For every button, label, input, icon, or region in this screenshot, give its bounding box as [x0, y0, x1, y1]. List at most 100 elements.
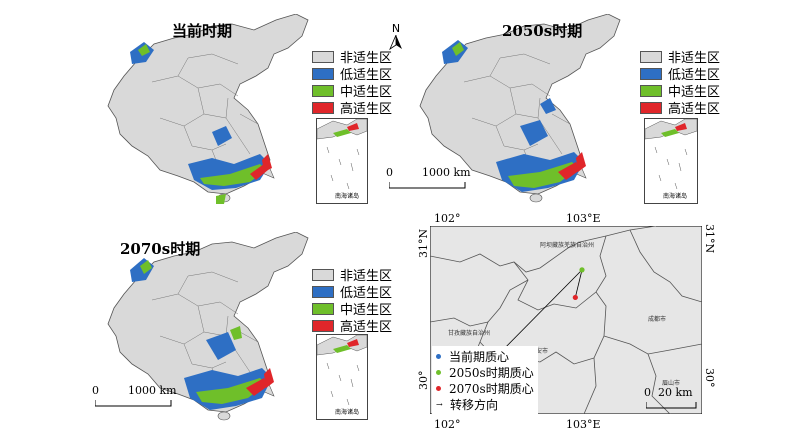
map-title-2050s: 2050s时期 [502, 22, 583, 40]
scale-line [389, 182, 466, 189]
shift-line-current-to-2050s [495, 269, 583, 358]
legend-swatch [312, 268, 334, 281]
shift-direction-arrow-icon: → [436, 399, 443, 409]
centroid-legend-label: 当前期质心 [449, 349, 510, 364]
legend-label: 高适生区 [340, 102, 393, 117]
legend-label: 低适生区 [340, 68, 393, 83]
centroid-legend-label: 转移方向 [450, 397, 499, 412]
legend-swatch [312, 84, 334, 97]
scale-label: 20 km [658, 386, 693, 399]
x-tick-bottom-102: 102° [434, 418, 461, 431]
map-title-current: 当前时期 [172, 22, 233, 40]
y-tick-right-31: 31°N [703, 224, 716, 254]
legend-label: 低适生区 [668, 68, 721, 83]
legend-label: 中适生区 [340, 85, 393, 100]
centroid-legend-item: 2070s时期质心 [436, 380, 534, 396]
legend-label: 非适生区 [340, 269, 393, 284]
scale-label: 1000 km [422, 166, 471, 179]
centroid-2070s-dot [436, 385, 441, 391]
legend-item: 非适生区 [312, 266, 393, 284]
legend-swatch [312, 67, 334, 80]
place-label-chengdu: 成都市 [648, 316, 667, 323]
centroid-2050s-dot [436, 369, 441, 375]
x-tick-bottom-103: 103°E [566, 418, 601, 431]
legend-item: 低适生区 [312, 283, 393, 301]
south-china-sea-inset: 南海诸岛 [316, 334, 368, 420]
north-arrow-icon [389, 35, 402, 51]
inset-label: 南海诸岛 [335, 409, 360, 416]
map-panel-current: 当前时期 [100, 14, 310, 214]
legend-item: 高适生区 [312, 317, 393, 335]
legend-item: 非适生区 [640, 48, 721, 66]
legend-item: 低适生区 [640, 65, 721, 83]
place-label-ganzi: 甘孜藏族自治州 [448, 330, 491, 337]
scale-zero: 0 [386, 166, 393, 179]
legend-item: 中适生区 [312, 300, 393, 318]
legend-swatch [640, 101, 662, 114]
legend-swatch [640, 67, 662, 80]
legend-swatch [312, 50, 334, 63]
scale-line [646, 402, 697, 409]
y-tick-right-30: 30° [703, 368, 716, 388]
centroid-point-y2070 [572, 294, 578, 301]
place-label-aba: 阿坝藏族羌族自治州 [540, 242, 595, 249]
legend-swatch [640, 84, 662, 97]
centroid-legend-item: 当前期质心 [436, 348, 534, 364]
china-map-current [107, 14, 309, 204]
legend-item: 高适生区 [640, 99, 721, 117]
scale-line [95, 400, 172, 407]
china-map-2070s [107, 232, 309, 421]
centroid-marks [492, 267, 585, 361]
legend-current: 非适生区 低适生区 中适生区 高适生区 [312, 48, 393, 117]
legend-swatch [312, 302, 334, 315]
y-tick-left-30: 30° [417, 370, 430, 391]
legend-item: 高适生区 [312, 99, 393, 117]
map-title-2070s: 2070s时期 [120, 240, 201, 258]
legend-swatch [640, 50, 662, 63]
centroid-legend-item: 2050s时期质心 [436, 364, 534, 380]
legend-2050s: 非适生区 低适生区 中适生区 高适生区 [640, 48, 721, 117]
map-panel-2070s: 2070s时期 [100, 232, 310, 432]
scale-zero: 0 [92, 384, 99, 397]
centroid-point-y2050 [579, 267, 585, 273]
legend-swatch [312, 285, 334, 298]
south-china-sea-inset: 南海诸岛 [644, 118, 698, 204]
legend-item: 低适生区 [312, 65, 393, 83]
south-china-sea-inset: 南海诸岛 [316, 118, 368, 204]
legend-label: 低适生区 [340, 286, 393, 301]
inset-map [316, 118, 368, 190]
centroid-current-dot [436, 353, 441, 359]
legend-swatch [312, 319, 334, 332]
x-tick-top-102: 102° [434, 212, 461, 225]
x-tick-top-103: 103°E [566, 212, 601, 225]
legend-2070s: 非适生区 低适生区 中适生区 高适生区 [312, 266, 393, 335]
legend-swatch [312, 101, 334, 114]
inset-map [644, 118, 698, 190]
legend-item: 中适生区 [312, 82, 393, 100]
map-panel-2050s: 2050s时期 [410, 14, 630, 214]
legend-label: 高适生区 [668, 102, 721, 117]
y-tick-left-31: 31°N [417, 228, 430, 258]
scale-label: 1000 km [128, 384, 177, 397]
inset-label: 南海诸岛 [663, 193, 688, 200]
legend-label: 中适生区 [668, 85, 721, 100]
centroid-legend-label: 2070s时期质心 [449, 381, 534, 396]
centroid-legend-item: → 转移方向 [436, 396, 534, 412]
shift-line-2050s-to-2070s [574, 269, 583, 298]
legend-label: 中适生区 [340, 303, 393, 318]
china-map-2050s [419, 14, 621, 203]
north-letter: N [391, 22, 401, 35]
centroid-legend: 当前期质心 2050s时期质心 2070s时期质心 → 转移方向 [432, 346, 538, 414]
legend-item: 中适生区 [640, 82, 721, 100]
legend-item: 非适生区 [312, 48, 393, 66]
legend-label: 高适生区 [340, 320, 393, 335]
legend-label: 非适生区 [668, 51, 721, 66]
place-label-meishan: 眉山市 [662, 380, 681, 387]
scale-zero: 0 [644, 386, 651, 399]
legend-label: 非适生区 [340, 51, 393, 66]
inset-label: 南海诸岛 [335, 193, 360, 200]
north-arrow: N [386, 22, 406, 52]
place-label-yaan: 雅安市 [530, 348, 549, 355]
centroid-legend-label: 2050s时期质心 [449, 365, 534, 380]
inset-map [316, 334, 368, 406]
